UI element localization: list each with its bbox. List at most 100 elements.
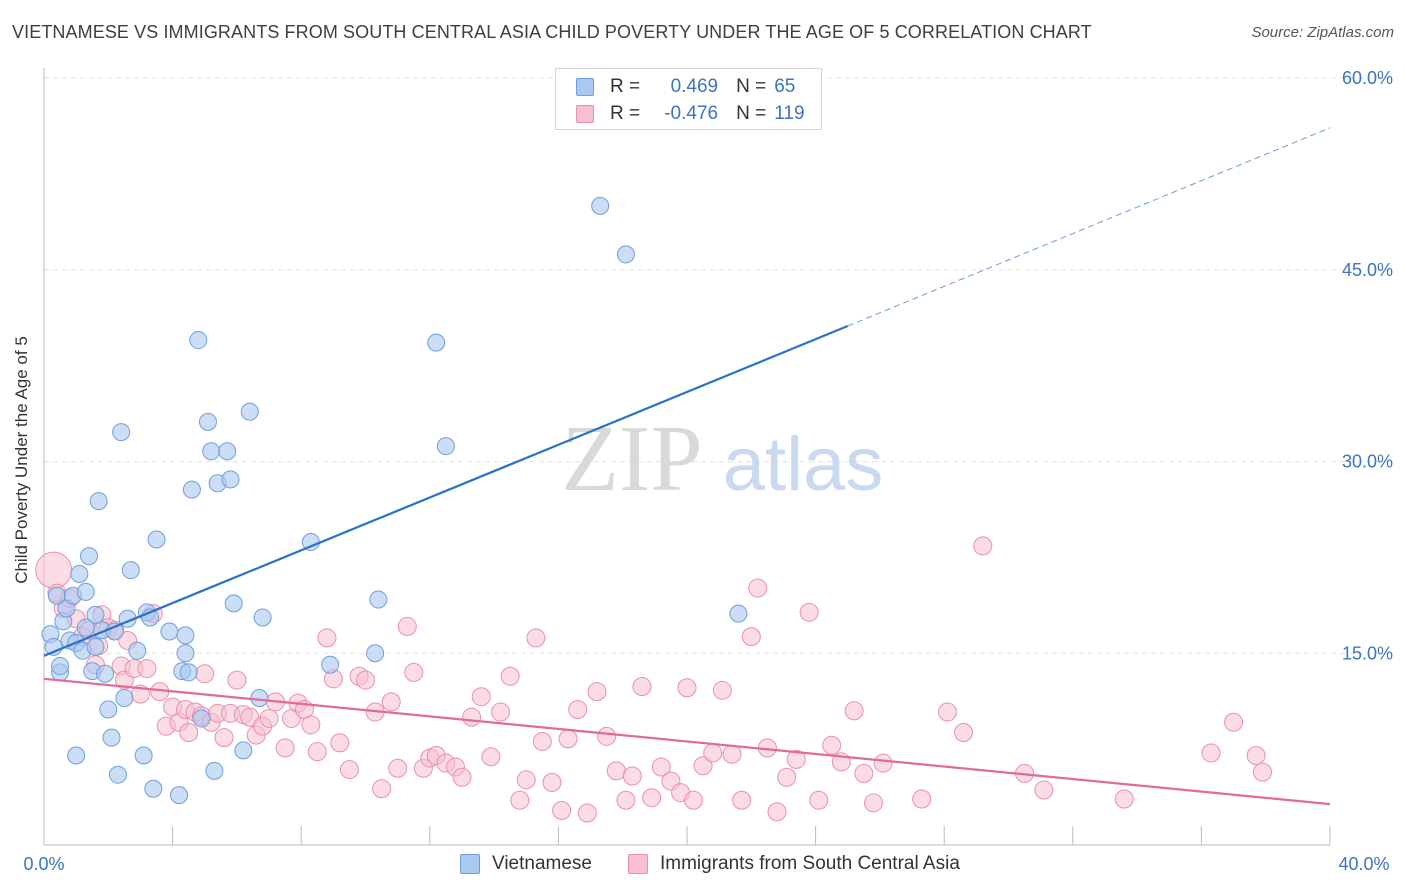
vietnamese-point [321,655,340,674]
vietnamese-point [224,594,243,613]
immigrants-point [1201,743,1221,763]
legend-r-label: R = [610,103,641,124]
legend-swatch-blue [576,78,594,96]
immigrants-point [227,670,247,690]
vietnamese-point [108,765,127,784]
immigrants-point [777,767,797,787]
vietnamese-point [253,608,272,627]
immigrants-point [516,770,536,790]
vietnamese-point [134,746,153,765]
bottom-legend-immigrants: Immigrants from South Central Asia [628,852,960,876]
vietnamese-point [218,442,237,461]
x-tick-label: 0.0% [23,854,64,874]
vietnamese-point [144,779,163,798]
vietnamese-point [80,547,99,566]
immigrants-trend-line [43,677,1331,806]
vietnamese-point [729,604,748,623]
immigrants-point [854,763,874,783]
immigrants-point [622,766,642,786]
y-tick-label: 45.0% [1342,260,1393,280]
immigrants-point [137,659,157,679]
vietnamese-point [86,605,105,624]
immigrants-point [973,536,993,556]
legend-r-label: R = [610,76,641,97]
vietnamese-point [369,590,388,609]
watermark: ZIP atlas [562,407,884,511]
immigrants-point [1252,762,1272,782]
immigrants-point [651,757,671,777]
y-tick-label: 30.0% [1342,452,1393,472]
immigrants-point [462,707,482,727]
immigrants-point [275,738,295,758]
immigrants-point [500,666,520,686]
vietnamese-point [616,245,635,264]
vietnamese-trend-line [43,324,849,657]
immigrants-point [587,682,607,702]
immigrants-point [381,692,401,712]
bottom-legend-vietnamese: Vietnamese [460,852,592,876]
vietnamese-point [176,644,195,663]
vietnamese-point [128,641,147,660]
immigrants-point [532,731,552,751]
vietnamese-point [99,700,118,719]
immigrants-point [552,800,572,820]
immigrants-point [693,756,713,776]
legend-n-value: 119 [774,103,805,124]
trend-lines [43,127,1331,806]
immigrants-point [330,733,350,753]
y-tick-label: 15.0% [1342,643,1393,663]
immigrants-point [388,758,408,778]
immigrants-point [397,616,417,636]
immigrants-point [606,761,626,781]
immigrants-point [317,628,337,648]
bottom-legend-swatch-pink [628,854,648,874]
immigrants-point [703,743,723,763]
immigrants-point [722,744,742,764]
immigrants-point [632,676,652,696]
x-tick-label: 40.0% [1338,854,1389,874]
immigrants-point [568,699,588,719]
immigrants-point [712,680,732,700]
vietnamese-point [366,644,385,663]
immigrants-point [748,578,768,598]
immigrants-point [616,790,636,810]
vietnamese-point [102,728,121,747]
immigrants-point [642,788,662,808]
vietnamese-point [240,402,259,421]
legend-row-immigrants: R = -0.476 N = 119 [576,102,805,126]
vietnamese-point [250,688,269,707]
vietnamese-point [189,331,208,350]
immigrants-point [741,627,761,647]
immigrants-point [1246,746,1266,766]
legend-n-label: N = [736,76,767,97]
immigrants-point [510,790,530,810]
immigrants-point [471,687,491,707]
vietnamese-point [67,746,86,765]
immigrants-point [214,728,234,748]
immigrants-point [732,790,752,810]
immigrants-point [179,723,199,743]
immigrants-point [844,701,864,721]
immigrants-point [526,628,546,648]
immigrants-point [356,670,375,690]
immigrants-point [873,753,893,773]
legend-r-value: 0.469 [670,76,719,97]
immigrants-point [195,664,215,684]
bottom-legend-swatch-blue [460,854,480,874]
chart-source: Source: ZipAtlas.com [1251,24,1394,41]
vietnamese-point [192,709,211,728]
immigrants-point [35,551,73,589]
vietnamese-point [182,480,201,499]
bottom-legend-label: Vietnamese [492,853,592,874]
immigrants-point [452,767,472,787]
vietnamese-point [234,741,253,760]
immigrants-point [301,715,321,735]
vietnamese-point [76,618,95,637]
vietnamese-point [179,663,198,682]
immigrants-point [577,803,597,823]
immigrants-point [953,723,973,743]
vietnamese-point [105,622,124,641]
immigrants-point [822,735,842,755]
vietnamese-point [436,437,455,456]
